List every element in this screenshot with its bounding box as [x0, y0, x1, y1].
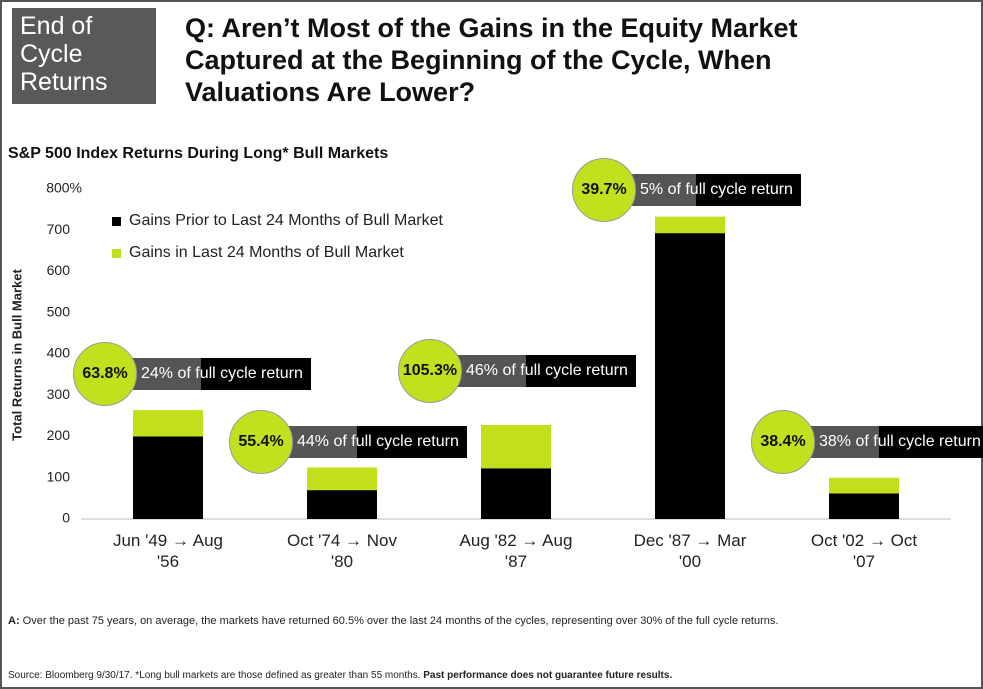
bar-segment	[655, 233, 725, 519]
y-tick-label: 100	[47, 468, 71, 484]
bar-segment	[829, 477, 899, 494]
annotation-share: 5% of full cycle return	[610, 173, 801, 206]
y-axis-label: Total Returns in Bull Market	[9, 268, 24, 440]
annotation-gain: 39.7%	[572, 157, 636, 222]
bar-segment	[655, 216, 725, 234]
footnote-prefix: A:	[8, 615, 20, 627]
bar-segment	[133, 410, 203, 437]
legend-item: Gains in Last 24 Months of Bull Market	[112, 244, 404, 262]
bar-segment	[829, 493, 899, 519]
legend-swatch	[112, 248, 121, 258]
disclaimer: Past performance does not guarantee futu…	[423, 670, 673, 681]
annotation-gain: 63.8%	[73, 342, 137, 407]
x-tick-label: Aug '82 → Aug '87	[459, 531, 573, 571]
bar-segment	[307, 490, 377, 519]
footnote: A: Over the past 75 years, on average, t…	[8, 615, 778, 627]
x-tick-label: Jun '49 → Aug '56	[112, 531, 224, 571]
legend-item: Gains Prior to Last 24 Months of Bull Ma…	[112, 212, 443, 230]
bar-segment	[481, 468, 551, 519]
title: Q: Aren’t Most of the Gains in the Equit…	[185, 13, 798, 107]
y-tick-label: 400	[47, 345, 71, 361]
annotation-gain: 55.4%	[229, 410, 293, 475]
source-text: Source: Bloomberg 9/30/17. *Long bull ma…	[8, 670, 421, 681]
x-tick-label: Oct '74 → Nov '80	[286, 531, 397, 571]
y-tick-label: 200	[47, 427, 71, 443]
y-tick-label: 0	[62, 510, 70, 526]
legend-label: Gains in Last 24 Months of Bull Market	[129, 244, 404, 261]
annotation-share: 24% of full cycle return	[111, 358, 311, 391]
legend-swatch	[112, 216, 121, 226]
annotation-share: 38% of full cycle return	[789, 425, 983, 458]
bar-segment	[133, 436, 203, 519]
annotation-gain: 105.3%	[398, 338, 462, 403]
x-tick-label: Dec '87 → Mar '00	[633, 531, 747, 571]
annotation-share: 46% of full cycle return	[436, 354, 636, 387]
footnote-text: Over the past 75 years, on average, the …	[22, 615, 779, 627]
y-tick-label: 500	[47, 303, 71, 319]
annotation-share: 44% of full cycle return	[267, 426, 467, 459]
bar-segment	[307, 467, 377, 491]
y-tick-label: 600	[47, 262, 71, 278]
legend-label: Gains Prior to Last 24 Months of Bull Ma…	[129, 212, 443, 229]
annotation-gain: 38.4%	[751, 409, 815, 474]
y-tick-label: 700	[47, 221, 71, 237]
y-tick-label: 300	[47, 386, 71, 402]
bar-segment	[481, 424, 551, 469]
y-tick-label: 800%	[46, 180, 82, 196]
chart-title: S&P 500 Index Returns During Long* Bull …	[8, 145, 389, 162]
source: Source: Bloomberg 9/30/17. *Long bull ma…	[8, 670, 672, 681]
x-tick-label: Oct '02 → Oct '07	[810, 531, 918, 571]
badge: End of Cycle Returns	[12, 8, 156, 104]
